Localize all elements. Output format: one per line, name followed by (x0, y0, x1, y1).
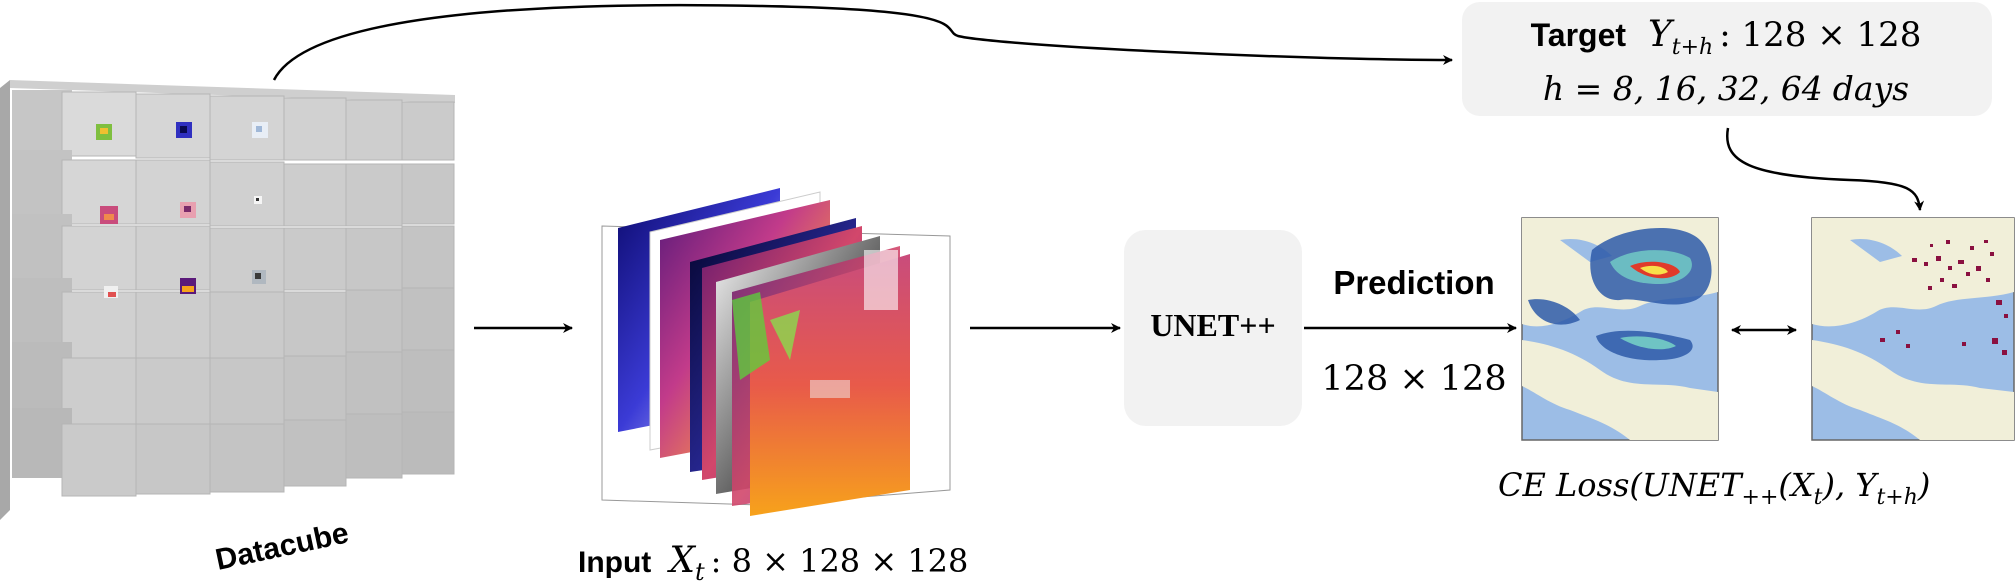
target-map (1811, 217, 2015, 441)
target-fire-points (1880, 240, 2008, 355)
datacube-grid (12, 90, 455, 497)
prediction-map (1521, 217, 1719, 441)
datacube-thumbnails (96, 122, 268, 298)
target-line-1: Target Yt+h: 128 × 128 (1531, 14, 1922, 60)
input-caption: Input Xt: 8 × 128 × 128 (578, 540, 968, 581)
datacube: Datacube (0, 80, 455, 577)
prediction-label: Prediction (1333, 264, 1494, 301)
input-stack (601, 188, 951, 516)
loss-caption: CE Loss(UNET++(Xt), Yt+h) (1498, 466, 1930, 510)
model-label: UNET++ (1150, 307, 1275, 343)
model-box: UNET++ (1124, 230, 1302, 426)
arrow-target-to-target-map (1725, 127, 1925, 211)
arrow-datacube-to-target (272, 3, 1453, 81)
prediction-dims: 128 × 128 (1321, 359, 1506, 399)
datacube-label: Datacube (213, 516, 352, 576)
target-box: Target Yt+h: 128 × 128 h = 8, 16, 32, 64 d… (1462, 2, 1992, 116)
target-line-2: h = 8, 16, 32, 64 days (1543, 69, 1909, 108)
